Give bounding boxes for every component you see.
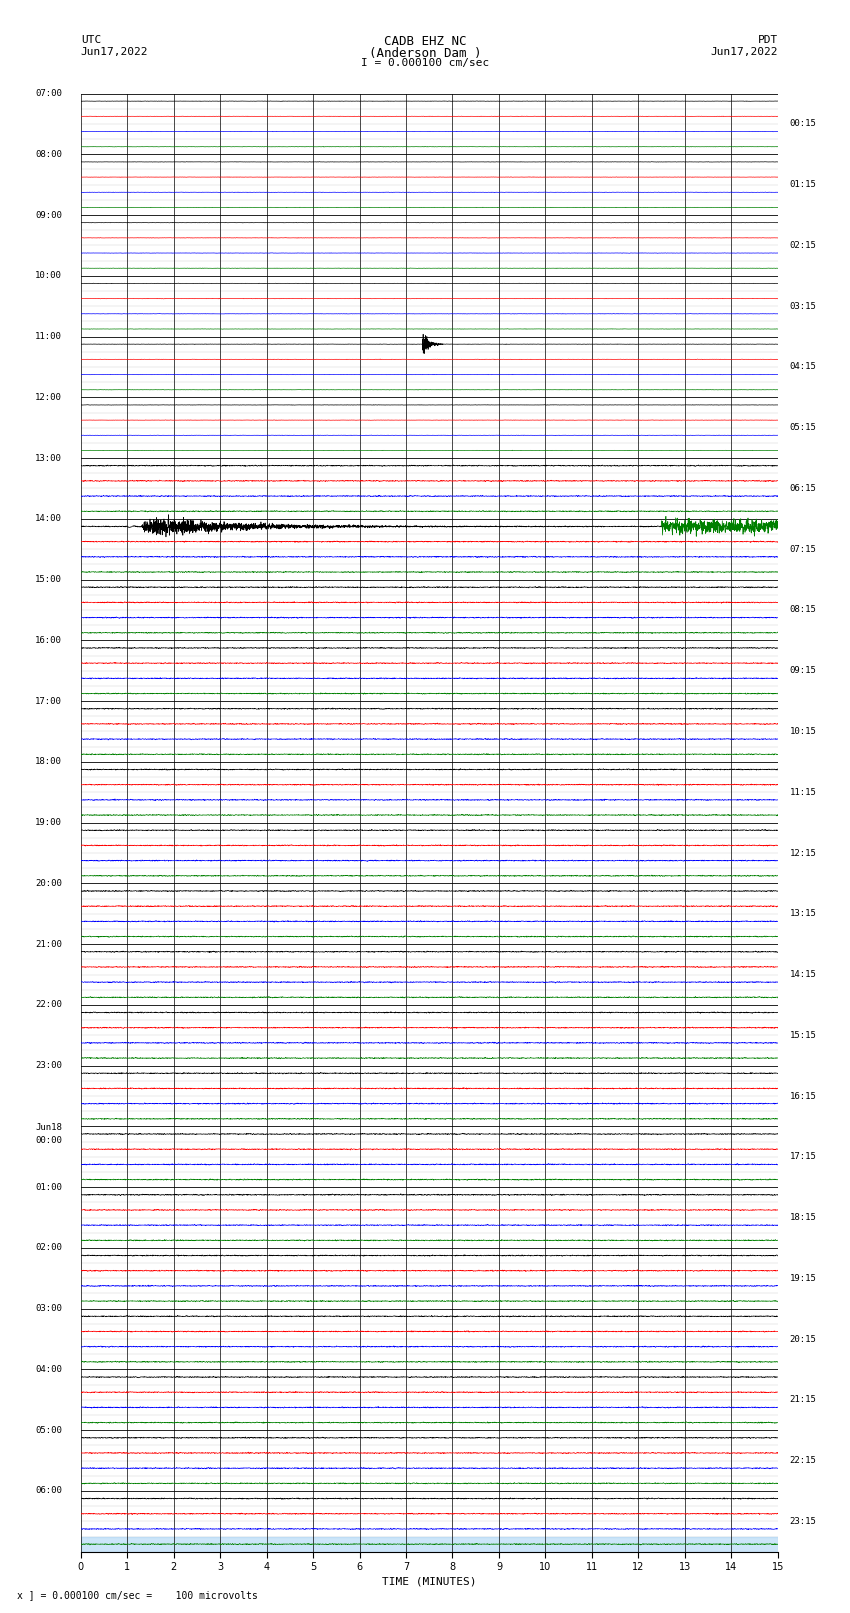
Text: I = 0.000100 cm/sec: I = 0.000100 cm/sec	[361, 58, 489, 68]
Bar	[81, 1537, 778, 1552]
Text: 23:00: 23:00	[36, 1061, 62, 1069]
Text: 05:15: 05:15	[790, 423, 816, 432]
Text: 04:15: 04:15	[790, 363, 816, 371]
Text: UTC: UTC	[81, 35, 101, 45]
Text: 03:00: 03:00	[36, 1305, 62, 1313]
Text: 13:15: 13:15	[790, 910, 816, 918]
Text: 06:15: 06:15	[790, 484, 816, 494]
Text: 04:00: 04:00	[36, 1365, 62, 1374]
Text: 01:15: 01:15	[790, 181, 816, 189]
Text: 02:15: 02:15	[790, 240, 816, 250]
Text: 21:15: 21:15	[790, 1395, 816, 1405]
Text: 13:00: 13:00	[36, 453, 62, 463]
Text: 11:15: 11:15	[790, 787, 816, 797]
Text: 08:00: 08:00	[36, 150, 62, 158]
Text: Jun17,2022: Jun17,2022	[711, 47, 778, 56]
Text: 14:15: 14:15	[790, 969, 816, 979]
Text: 17:15: 17:15	[790, 1152, 816, 1161]
Text: (Anderson Dam ): (Anderson Dam )	[369, 47, 481, 60]
Text: 20:00: 20:00	[36, 879, 62, 887]
Text: 02:00: 02:00	[36, 1244, 62, 1252]
Text: 07:00: 07:00	[36, 89, 62, 98]
Text: 19:15: 19:15	[790, 1274, 816, 1282]
Text: 07:15: 07:15	[790, 545, 816, 553]
Text: PDT: PDT	[757, 35, 778, 45]
Text: 14:00: 14:00	[36, 515, 62, 523]
Text: 20:15: 20:15	[790, 1334, 816, 1344]
Text: 15:00: 15:00	[36, 576, 62, 584]
Text: CADB EHZ NC: CADB EHZ NC	[383, 35, 467, 48]
Text: 00:15: 00:15	[790, 119, 816, 129]
Text: 18:15: 18:15	[790, 1213, 816, 1223]
Text: 06:00: 06:00	[36, 1487, 62, 1495]
Text: 00:00: 00:00	[36, 1136, 62, 1145]
Text: 22:00: 22:00	[36, 1000, 62, 1010]
Text: 12:00: 12:00	[36, 394, 62, 402]
Text: 12:15: 12:15	[790, 848, 816, 858]
Text: 16:00: 16:00	[36, 636, 62, 645]
Text: Jun18: Jun18	[36, 1123, 62, 1132]
Text: 21:00: 21:00	[36, 940, 62, 948]
Text: 22:15: 22:15	[790, 1457, 816, 1465]
Text: 11:00: 11:00	[36, 332, 62, 340]
Text: 10:00: 10:00	[36, 271, 62, 281]
Text: 05:00: 05:00	[36, 1426, 62, 1434]
Text: 18:00: 18:00	[36, 758, 62, 766]
Text: Jun17,2022: Jun17,2022	[81, 47, 148, 56]
X-axis label: TIME (MINUTES): TIME (MINUTES)	[382, 1576, 477, 1586]
Text: 01:00: 01:00	[36, 1182, 62, 1192]
Text: 10:15: 10:15	[790, 727, 816, 736]
Text: 19:00: 19:00	[36, 818, 62, 827]
Text: 08:15: 08:15	[790, 605, 816, 615]
Text: 16:15: 16:15	[790, 1092, 816, 1100]
Text: 23:15: 23:15	[790, 1516, 816, 1526]
Text: 09:15: 09:15	[790, 666, 816, 676]
Text: 09:00: 09:00	[36, 211, 62, 219]
Text: 17:00: 17:00	[36, 697, 62, 705]
Text: 03:15: 03:15	[790, 302, 816, 311]
Text: 15:15: 15:15	[790, 1031, 816, 1040]
Text: x ] = 0.000100 cm/sec =    100 microvolts: x ] = 0.000100 cm/sec = 100 microvolts	[17, 1590, 258, 1600]
